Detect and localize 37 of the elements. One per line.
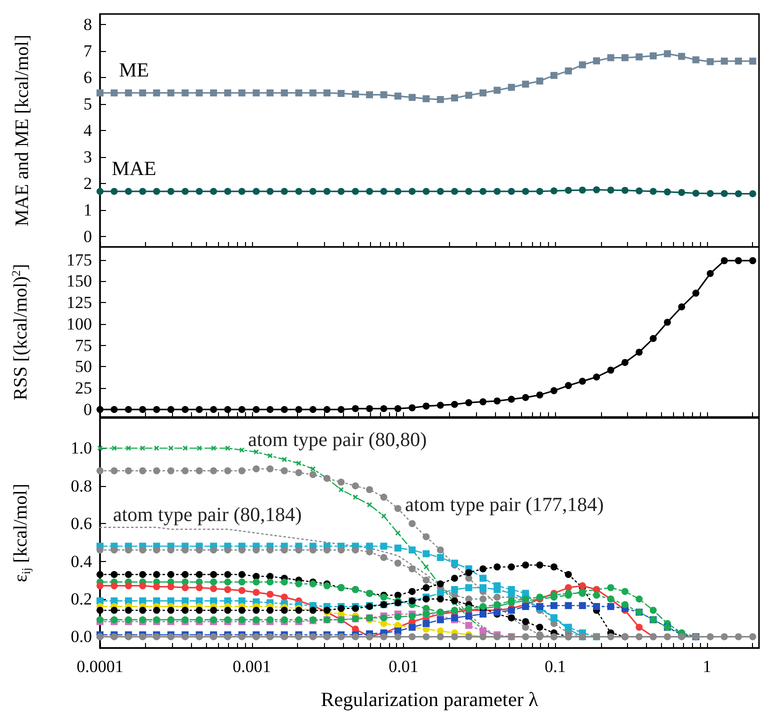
x-tick-label: 0.001 <box>232 657 271 676</box>
y-tick-label: 25 <box>75 378 92 398</box>
y-tick-label: 6 <box>84 68 92 88</box>
y-tick-label: 0.6 <box>70 514 92 534</box>
y-tick-label: 5 <box>84 94 92 114</box>
y-tick-label: 4 <box>84 121 92 140</box>
y-tick-label: 1 <box>84 200 92 220</box>
y-tick-label: 1.0 <box>70 438 92 458</box>
y-tick-label: 0.8 <box>70 476 92 496</box>
y-tick-label: 0.0 <box>70 627 92 646</box>
y-tick-label: 50 <box>75 357 92 376</box>
y-tick-label: 3 <box>84 147 92 166</box>
x-tick-label: 0.1 <box>544 657 566 676</box>
y-tick-label: 7 <box>84 42 92 61</box>
y-tick-label: 100 <box>66 314 92 334</box>
series-label: ME <box>119 59 149 82</box>
x-axis-title: Regularization parameter λ <box>320 689 538 711</box>
y-axis-title: εij [kcal/mol] <box>10 484 33 582</box>
annotation: atom type pair (80,184) <box>113 504 302 526</box>
annotation: atom type pair (80,80) <box>248 429 427 451</box>
x-tick-label: 0.01 <box>388 657 418 676</box>
annotation: atom type pair (177,184) <box>405 494 604 516</box>
y-tick-label: 175 <box>66 250 92 270</box>
y-tick-label: 125 <box>66 293 92 312</box>
x-tick-label: 1 <box>702 657 712 676</box>
y-tick-label: 75 <box>75 336 92 355</box>
y-axis-title: MAE and ME [kcal/mol] <box>12 34 33 226</box>
y-tick-label: 2 <box>84 174 92 193</box>
y-tick-label: 0 <box>84 226 92 246</box>
x-tick-label: 0.0001 <box>76 657 124 676</box>
y-axis-title: RSS [(kcal/mol)2] <box>9 264 32 400</box>
y-tick-label: 0.4 <box>70 552 92 571</box>
y-tick-label: 0.2 <box>70 589 92 608</box>
y-tick-label: 150 <box>66 272 92 291</box>
series-label: MAE <box>112 158 156 180</box>
y-tick-label: 8 <box>84 15 92 34</box>
y-tick-label: 0 <box>84 400 92 419</box>
